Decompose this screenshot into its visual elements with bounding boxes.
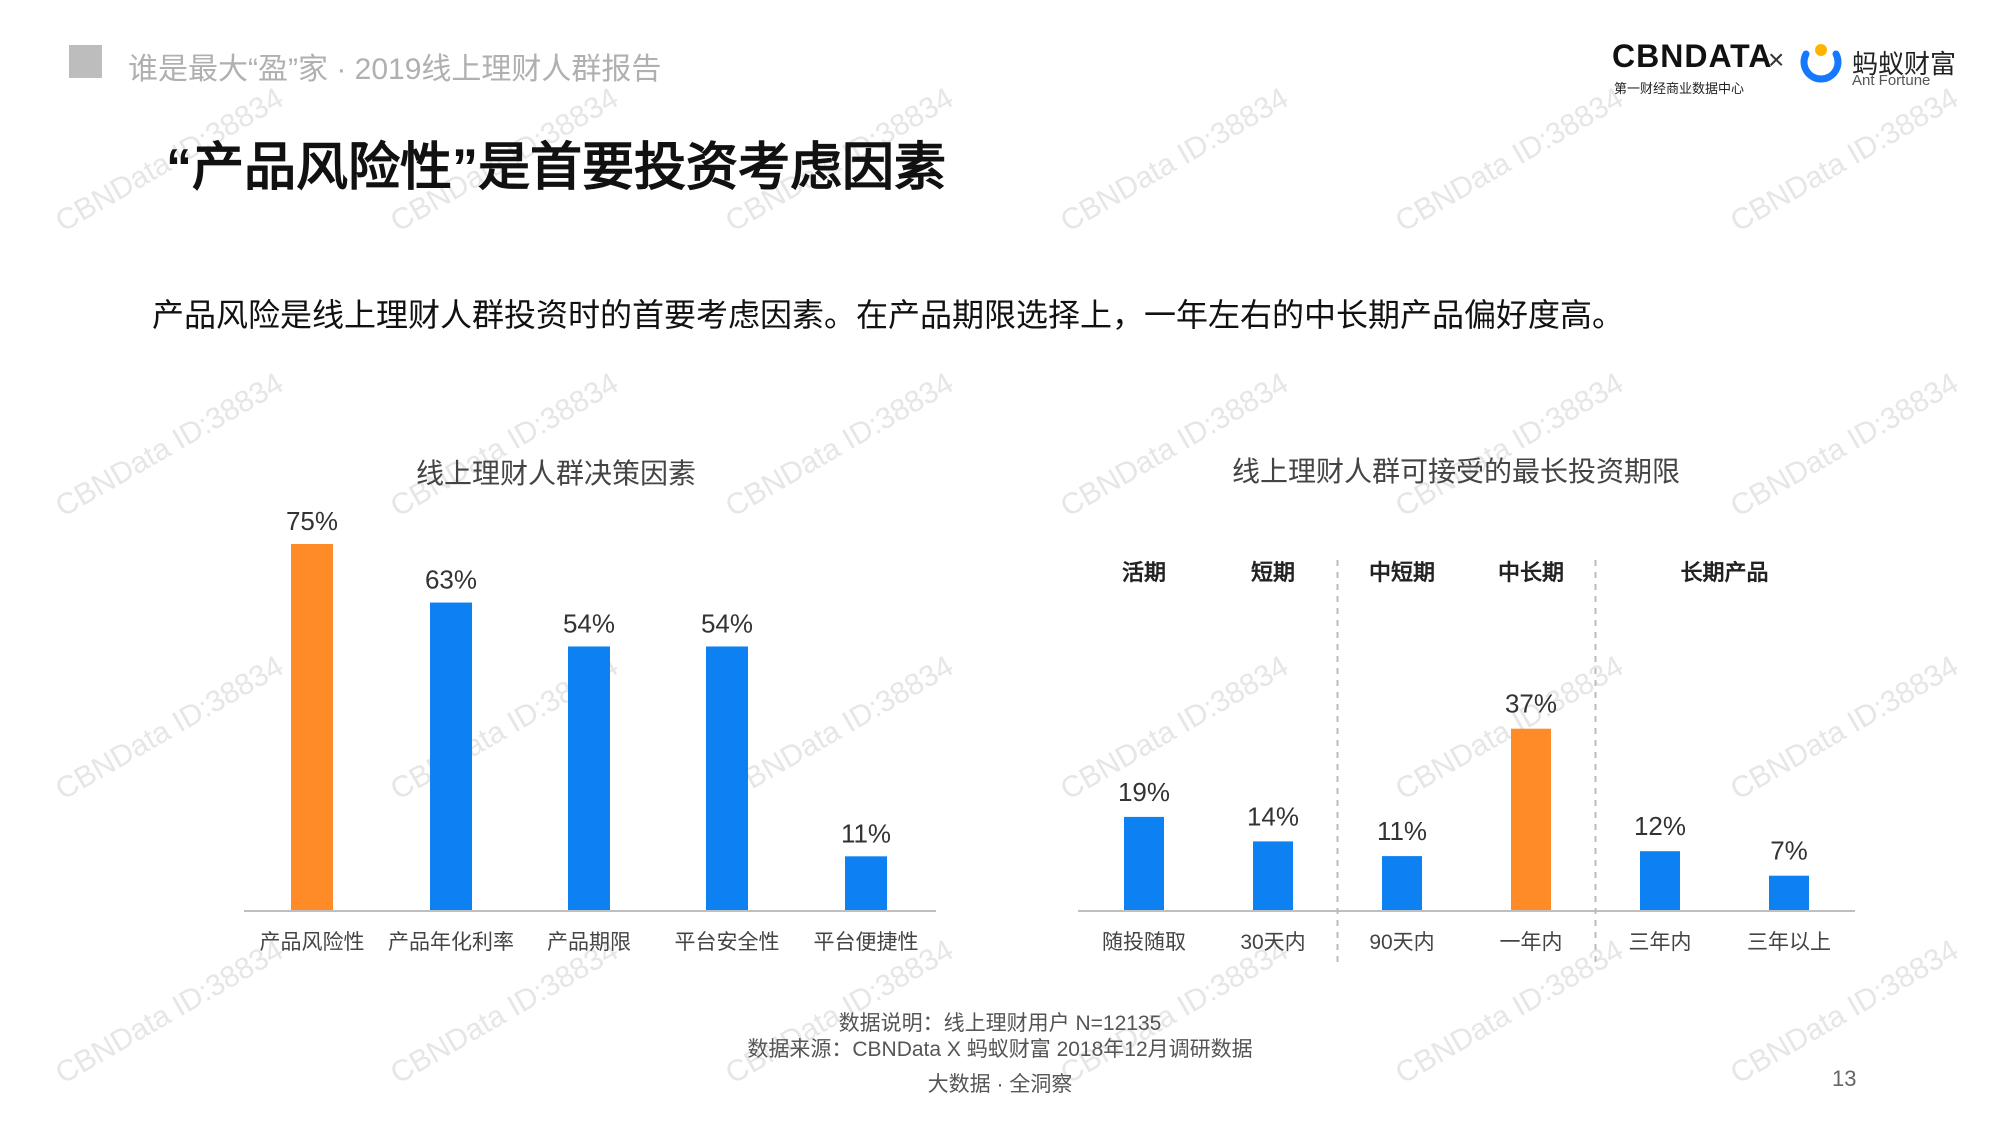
data-source: 数据来源：CBNData X 蚂蚁财富 2018年12月调研数据 — [747, 1038, 1253, 1061]
chart-2-group-label: 短期 — [1251, 560, 1295, 585]
chart-1-category-label: 产品风险性 — [260, 931, 365, 954]
chart-2-bar — [1382, 856, 1422, 910]
logo-separator: × — [1768, 44, 1785, 75]
chart-2-category-label: 一年内 — [1500, 931, 1563, 954]
chart-2-group-label: 中长期 — [1498, 560, 1564, 585]
chart-2-category-label: 三年内 — [1629, 931, 1692, 954]
chart-1-value-label: 54% — [701, 608, 753, 638]
chart-2-bar — [1640, 851, 1680, 910]
chart-2-group-label: 中短期 — [1369, 560, 1435, 585]
chart-1-value-label: 75% — [286, 506, 338, 536]
chart-2-category-label: 随投随取 — [1102, 931, 1186, 954]
ant-fortune-logo-icon — [1800, 44, 1842, 83]
page-number: 13 — [1832, 1066, 1857, 1091]
cbndata-logo: CBNDATA — [1612, 38, 1773, 74]
footer-brand: 大数据 · 全洞察 — [927, 1073, 1073, 1096]
chart-2-value-label: 19% — [1118, 777, 1170, 807]
chart-2-group-label: 长期产品 — [1680, 560, 1768, 585]
ant-fortune-logo-subtext: Ant Fortune — [1852, 72, 1931, 89]
chart-2-bar — [1511, 728, 1551, 910]
chart-1-category-label: 平台安全性 — [675, 931, 780, 954]
chart-2-value-label: 12% — [1634, 811, 1686, 841]
data-note: 数据说明：线上理财用户 N=12135 — [838, 1012, 1162, 1035]
chart-2-value-label: 7% — [1770, 836, 1808, 866]
chart-2-title: 线上理财人群可接受的最长投资期限 — [1232, 456, 1681, 487]
chart-1-category-label: 产品年化利率 — [388, 931, 514, 954]
chart-2-group-label: 活期 — [1122, 560, 1166, 585]
chart-1-bar — [845, 856, 887, 910]
chart-1-category-label: 平台便捷性 — [814, 931, 919, 954]
cbndata-logo-subtitle: 第一财经商业数据中心 — [1614, 81, 1745, 96]
chart-2-category-label: 三年以上 — [1747, 931, 1831, 954]
chart-2-bar — [1769, 875, 1809, 910]
chart-1-value-label: 11% — [841, 818, 891, 848]
chart-1-bar — [430, 602, 472, 910]
chart-1-bar — [706, 646, 748, 910]
chart-2-category-label: 30天内 — [1240, 931, 1305, 954]
page-subtitle: 产品风险是线上理财人群投资时的首要考虑因素。在产品期限选择上，一年左右的中长期产… — [152, 297, 1625, 333]
chart-1-category-label: 产品期限 — [547, 931, 631, 954]
page-title: “产品风险性”是首要投资考虑因素 — [166, 139, 947, 197]
chart-2-value-label: 14% — [1247, 801, 1299, 831]
chart-1-bar — [568, 646, 610, 910]
chart-2-value-label: 11% — [1377, 816, 1427, 846]
report-title: 谁是最大“盈”家 · 2019线上理财人群报告 — [128, 53, 662, 86]
ant-fortune-logo-text: 蚂蚁财富 — [1852, 49, 1957, 79]
chart-2-category-label: 90天内 — [1369, 931, 1434, 954]
chart-2-bar — [1124, 816, 1164, 910]
header-square-icon — [69, 45, 102, 78]
chart-1-title: 线上理财人群决策因素 — [416, 458, 697, 489]
chart-1-bar — [291, 544, 333, 910]
chart-1-value-label: 54% — [563, 608, 615, 638]
chart-1-value-label: 63% — [425, 565, 477, 595]
chart-2-value-label: 37% — [1505, 689, 1557, 719]
chart-2-bar — [1253, 841, 1293, 910]
